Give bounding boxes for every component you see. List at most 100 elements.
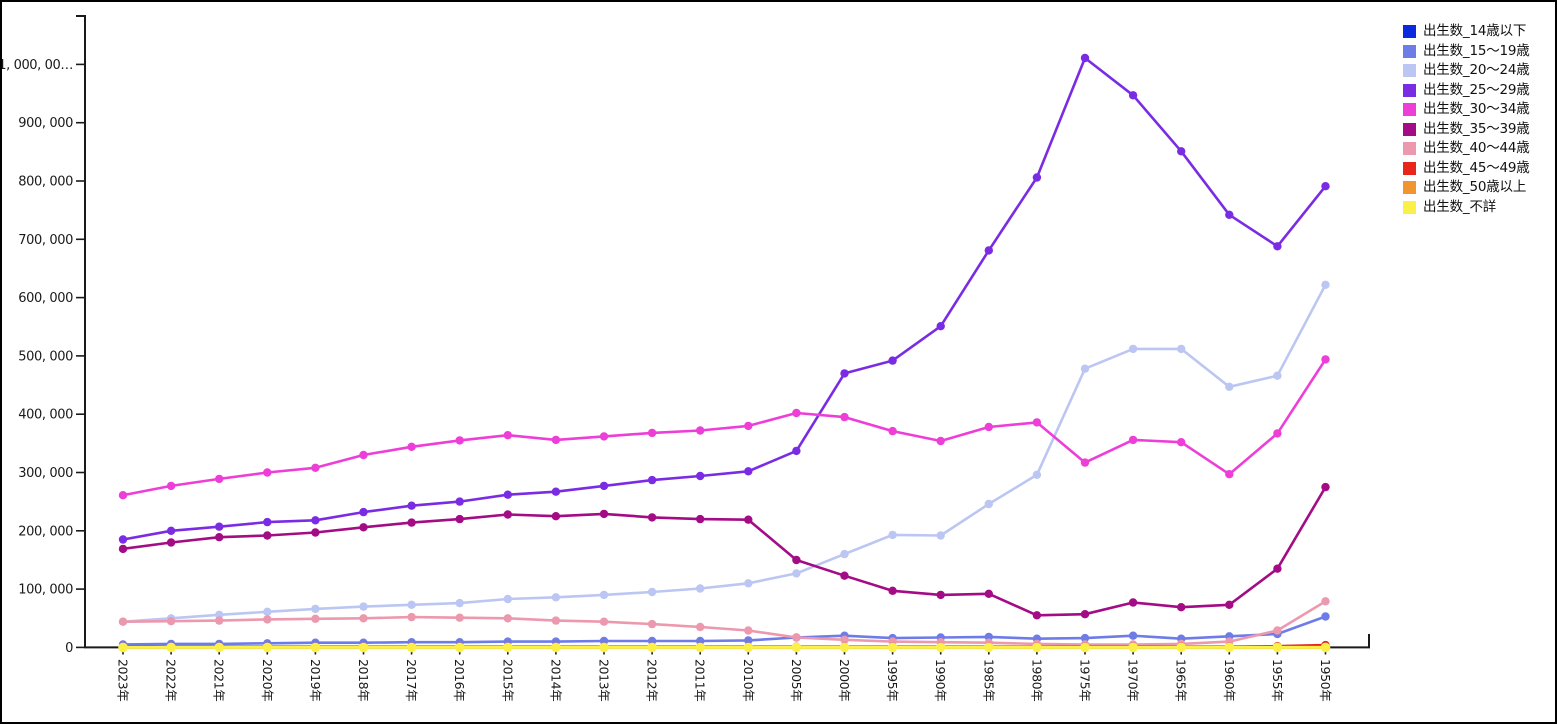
legend-swatch-icon [1403,44,1416,58]
x-axis-tick-label: 1970年 [1126,659,1141,701]
data-point [215,533,224,542]
x-axis-tick-label: 2018年 [356,659,371,701]
data-point [1177,344,1186,354]
x-axis-tick-label: 2010年 [741,659,756,701]
data-point [215,474,224,484]
data-point [1273,371,1282,380]
data-point [1177,438,1186,447]
legend-swatch-icon [1403,142,1416,155]
data-point [1128,598,1138,607]
data-point [455,514,464,524]
legend-item-label: 出生数_14歳以下 [1423,23,1527,39]
x-axis-tick-label: 1985年 [981,659,996,701]
data-point [455,497,464,506]
data-point [840,635,849,644]
data-point [792,446,801,456]
legend-item[interactable]: 出生数_不詳 [1403,198,1530,215]
data-point [1080,633,1090,643]
data-point [455,598,464,608]
axis-frame [76,15,1370,649]
legend: 出生数_14歳以下 出生数_15～19歳 出生数_20～24歳 出生数_25～29歳出… [1403,23,1530,215]
data-point [696,622,705,632]
legend-item[interactable]: 出生数_30～34歳 [1403,102,1530,116]
data-point [599,617,609,626]
data-point [263,468,272,477]
data-point [744,421,753,431]
data-point [984,589,993,598]
data-point [984,422,993,432]
data-point [1321,482,1330,492]
x-axis-tick-label: 1995年 [885,659,900,701]
data-point [696,471,705,481]
data-point [1128,435,1138,445]
data-point [1224,642,1235,653]
data-point [984,499,993,509]
data-point [1225,382,1234,391]
legend-item-label: 出生数_20～24歳 [1423,62,1530,78]
data-point [599,432,609,441]
x-axis-tick-label: 1975年 [1078,659,1093,701]
data-point [503,594,512,604]
legend-item[interactable]: 出生数_35～39歳 [1403,122,1530,136]
data-point [503,431,512,440]
data-point [1080,642,1090,653]
x-axis-tick-label: 2012年 [645,659,660,701]
data-point [936,531,945,540]
data-point [888,426,897,436]
data-point [551,487,561,496]
legend-item[interactable]: 出生数_40～44歳 [1403,141,1530,155]
data-point [1321,612,1330,621]
data-point [888,356,897,365]
data-point [1080,364,1090,373]
data-point [1032,470,1042,479]
data-point [1225,600,1234,609]
data-point [166,526,176,535]
y-axis-tick-label: 600, 000 [18,291,73,306]
legend-swatch-icon [1403,103,1416,116]
data-point [1177,603,1186,612]
legend-item[interactable]: 出生数_15～19歳 [1403,44,1530,58]
legend-item[interactable]: 出生数_25～29歳 [1403,83,1530,97]
legend-swatch-icon [1403,64,1416,77]
data-point [215,522,224,531]
legend-item[interactable]: 出生数_50歳以上 [1403,180,1530,194]
legend-item[interactable]: 出生数_45～49歳 [1403,161,1530,175]
data-point [454,642,465,653]
x-axis-tick-label: 2000年 [837,659,852,701]
data-point [1273,429,1282,438]
series-line [121,56,1327,541]
legend-item[interactable]: 出生数_14歳以下 [1403,23,1530,39]
x-axis-tick-label: 1950年 [1318,659,1333,701]
data-point [647,513,657,522]
series-line [121,599,1327,646]
legend-item[interactable]: 出生数_20～24歳 [1403,62,1530,78]
data-point [1177,147,1186,156]
data-point [118,642,128,653]
data-point [359,614,368,623]
data-point [1225,470,1234,479]
data-point [984,642,994,653]
data-point [599,590,609,600]
data-point [744,626,753,635]
data-point [1273,242,1282,251]
data-point [1032,173,1042,182]
y-axis-tick-label: 800, 000 [18,175,73,190]
data-point [647,642,657,653]
data-point [792,408,801,418]
data-point [647,619,657,629]
legend-item-label: 出生数_不詳 [1423,198,1497,215]
y-axis-tick-label: 500, 000 [18,349,73,364]
x-axis-tick-label: 2014年 [548,659,563,701]
x-axis-tick-label: 2015年 [500,659,515,701]
x-axis-tick-label: 2013年 [597,659,612,701]
data-point [792,569,801,578]
series-line [121,358,1327,497]
y-axis-tick-label: 300, 000 [18,466,73,481]
data-point [792,633,801,642]
x-axis-tick-label: 2017年 [404,659,419,701]
data-point [166,617,176,626]
data-point [791,642,802,653]
x-axis-tick-label: 2022年 [164,659,179,701]
data-point [696,584,705,593]
